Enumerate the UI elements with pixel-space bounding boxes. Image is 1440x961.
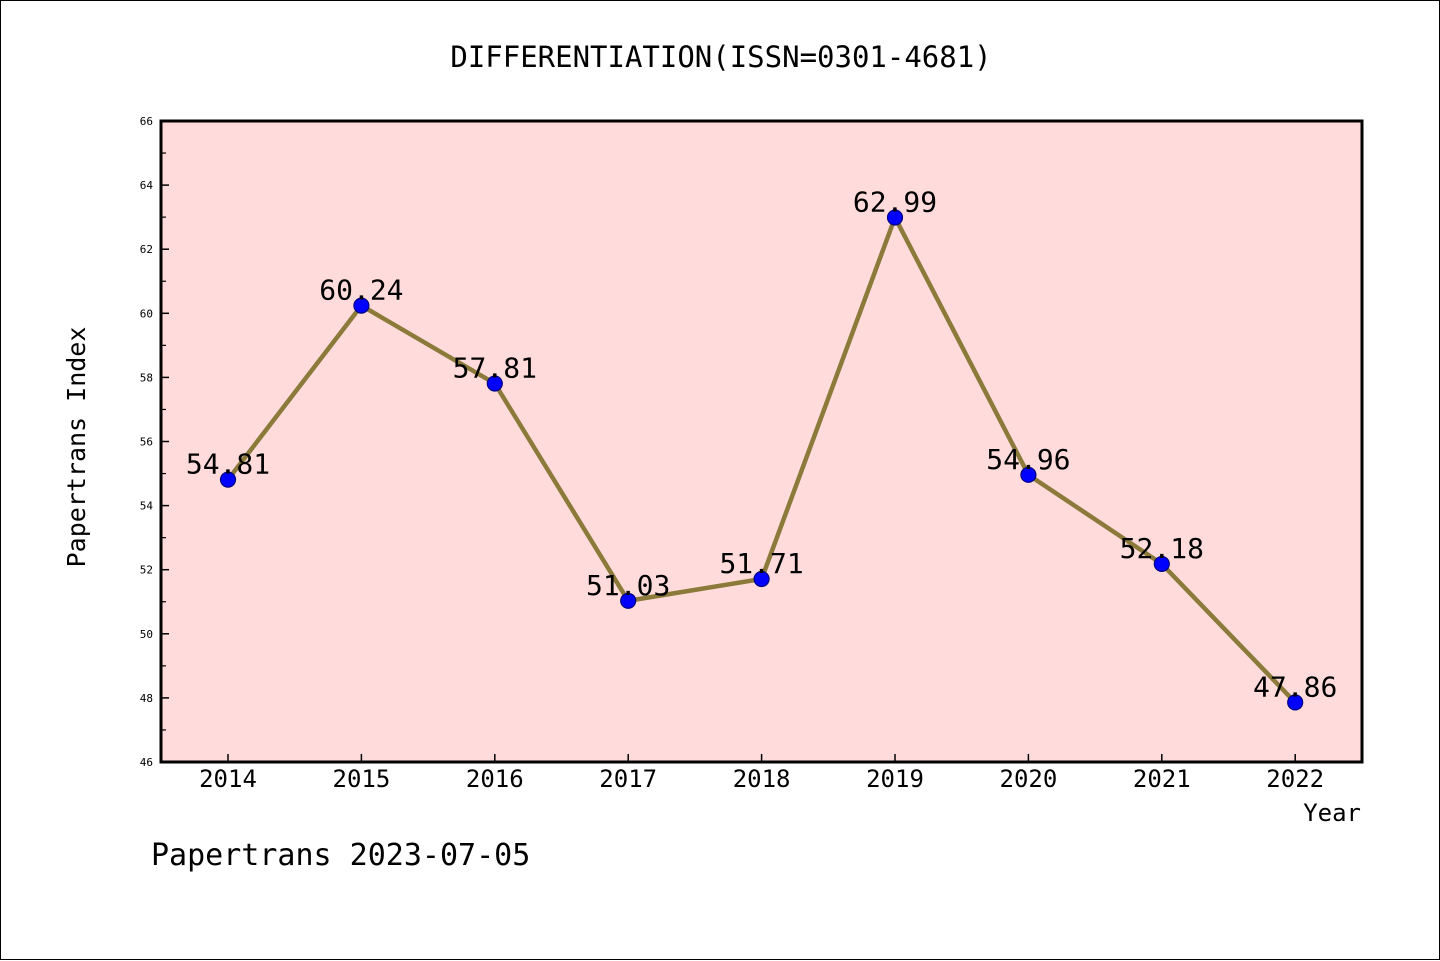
data-point-label: 54.81 [186, 448, 270, 481]
x-tick-label: 2016 [466, 765, 524, 793]
plot-area [161, 121, 1362, 762]
series-markers [219, 209, 1304, 711]
data-point-label: 52.18 [1120, 532, 1204, 565]
chart-title: DIFFERENTIATION(ISSN=0301-4681) [450, 40, 991, 74]
plot-border [159, 119, 1364, 764]
data-point-marker [886, 209, 904, 226]
y-tick-label: 60 [140, 307, 153, 320]
data-point-marker [219, 471, 237, 488]
x-tick-label: 2020 [1000, 765, 1058, 793]
data-point-label: 62.99 [853, 185, 937, 218]
data-point-label: 60.24 [319, 274, 403, 307]
data-point-label: 54.96 [986, 443, 1070, 476]
data-point-label: 51.71 [719, 547, 803, 580]
data-point-marker [353, 297, 370, 314]
data-point-label: 57.81 [453, 351, 537, 384]
y-tick-label: 52 [140, 564, 153, 577]
y-tick-label: 62 [140, 243, 153, 256]
data-point-marker [486, 375, 503, 392]
y-tick-label: 58 [140, 371, 153, 384]
x-axis-ticks: 2014 2015 2016 2017 2018 2019 2020 2021 2022 [199, 754, 1324, 793]
x-tick-label: 2022 [1266, 765, 1324, 793]
x-tick-label: 2015 [333, 765, 391, 793]
data-point-label: 51.03 [586, 569, 670, 602]
data-point-marker [620, 592, 637, 609]
x-tick-label: 2021 [1133, 765, 1191, 793]
y-axis-title: Papertrans Index [62, 327, 91, 568]
y-tick-label: 66 [140, 115, 153, 128]
y-tick-label: 50 [140, 628, 153, 641]
x-tick-label: 2019 [866, 765, 924, 793]
x-axis-title: Year [1303, 799, 1361, 827]
y-tick-label: 46 [140, 756, 153, 769]
data-labels: 54.81 60.24 57.81 51.03 51.71 62.99 54.96 52.18… [186, 185, 1337, 703]
watermark-text: Papertrans 2023-07-05 [151, 838, 530, 873]
x-tick-label: 2018 [733, 765, 791, 793]
x-tick-label: 2014 [199, 765, 257, 793]
data-point-label: 47.86 [1253, 670, 1337, 703]
data-point-marker [753, 570, 770, 588]
y-tick-label: 56 [140, 436, 153, 449]
data-point-marker [1020, 466, 1037, 483]
y-tick-label: 54 [140, 500, 154, 513]
y-tick-label: 48 [140, 692, 153, 705]
data-point-marker [1287, 694, 1304, 711]
x-tick-label: 2017 [599, 765, 657, 793]
data-point-marker [1153, 555, 1170, 573]
y-tick-label: 64 [140, 179, 154, 192]
